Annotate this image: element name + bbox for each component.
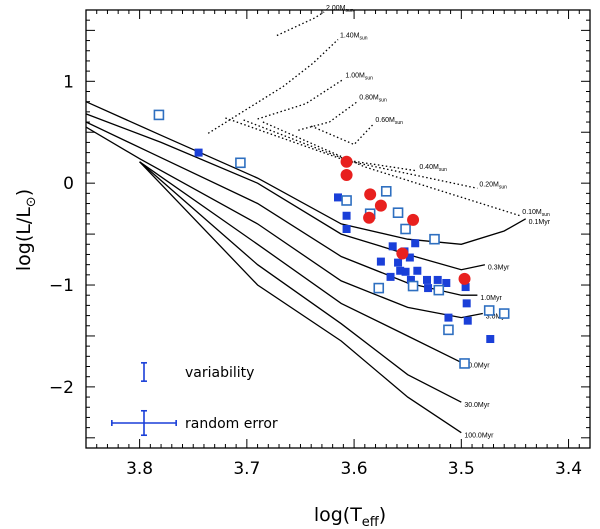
- track-label: 1.00Msun: [345, 72, 373, 81]
- filled-square-point: [194, 148, 203, 157]
- isochrone-label: 0.1Myr: [529, 219, 551, 226]
- open-square-point: [380, 186, 392, 197]
- filled-square-point: [444, 313, 453, 322]
- track-line: [257, 78, 344, 120]
- track-line: [298, 101, 358, 131]
- open-square-point: [459, 358, 470, 369]
- x-tick-label: 3.4: [555, 459, 582, 479]
- filled-square-point: [376, 257, 385, 266]
- track-label: 1.40Msun: [340, 33, 368, 42]
- filled-square-point: [396, 266, 405, 275]
- filled-square-point: [413, 266, 422, 275]
- open-square-point: [429, 233, 440, 245]
- track-label: 0.80Msun: [359, 95, 387, 104]
- filled-square-point: [334, 193, 342, 202]
- legend-label: random error: [185, 416, 278, 432]
- isochrone-line: [85, 121, 478, 296]
- filled-square-point: [442, 278, 451, 287]
- isochrone-label: 3.0Myr: [486, 314, 508, 321]
- open-square-point: [407, 280, 419, 292]
- isochrone-line: [139, 161, 462, 403]
- filled-square-point: [386, 272, 395, 281]
- filled-square-point: [411, 239, 420, 248]
- open-square-point: [153, 109, 165, 121]
- isochrone-label: 0.3Myr: [488, 265, 510, 272]
- track-line: [262, 121, 521, 217]
- y-tick-label: −2: [49, 378, 74, 398]
- y-axis-label: log(L/L⊙): [13, 189, 39, 271]
- isochrone-line: [139, 161, 462, 434]
- filled-square-point: [406, 275, 415, 284]
- x-tick-label: 3.5: [448, 459, 475, 479]
- legend: variability random error: [111, 362, 278, 437]
- filled-circle-point: [363, 211, 376, 224]
- filled-square-point: [463, 316, 472, 325]
- filled-circle-point: [458, 272, 471, 285]
- track-label: 0.60Msun: [375, 117, 403, 126]
- y-tick-label: 1: [63, 72, 74, 92]
- x-tick-label: 3.6: [341, 459, 368, 479]
- track-line: [276, 11, 325, 37]
- filled-square-point: [424, 284, 433, 293]
- filled-circle-point: [364, 188, 377, 201]
- open-square-point: [235, 157, 246, 169]
- filled-circle-point: [340, 155, 353, 168]
- plot-frame: [85, 9, 591, 449]
- isochrones: 0.1Myr 0.3Myr 1.0Myr 3.0Myr 10.0Myr 30.0Myr 10…: [85, 101, 551, 440]
- isochrone-line: [85, 126, 483, 319]
- filled-square-point: [342, 211, 351, 220]
- filled-square-point: [401, 267, 410, 276]
- filled-circle-point: [374, 199, 387, 212]
- filled-square-point: [394, 258, 403, 267]
- filled-square-point: [342, 225, 351, 233]
- legend-label: variability: [185, 365, 254, 381]
- isochrone-label: 30.0Myr: [464, 402, 490, 409]
- filled-square-point: [423, 275, 432, 284]
- open-square-point: [483, 305, 495, 316]
- track-line: [310, 123, 374, 146]
- open-square-point: [341, 195, 352, 206]
- filled-square-point: [405, 253, 414, 262]
- open-square-point: [433, 284, 445, 296]
- open-square-point: [392, 207, 404, 219]
- track-line: [207, 39, 339, 134]
- track-label: 0.40Msun: [419, 164, 447, 173]
- filled-square-point: [486, 335, 495, 344]
- isochrone-line: [139, 161, 462, 363]
- data-points: [153, 109, 510, 369]
- filled-square-point: [462, 299, 471, 308]
- y-tick-label: −1: [49, 276, 74, 296]
- filled-circle-point: [407, 213, 420, 226]
- filled-circle-point: [340, 169, 353, 182]
- track-label: 0.10Msun: [522, 209, 550, 218]
- isochrone-label: 10.0Myr: [464, 362, 490, 369]
- filled-square-point: [461, 283, 470, 292]
- isochrone-label: 100.0Myr: [464, 433, 494, 440]
- x-axis-label: log(Teff): [314, 504, 386, 529]
- isochrone-line: [85, 113, 486, 271]
- filled-square-point: [388, 242, 397, 251]
- open-square-point: [400, 223, 411, 235]
- x-tick-label: 3.8: [126, 459, 153, 479]
- isochrone-label: 1.0Myr: [480, 295, 502, 302]
- open-square-point: [498, 308, 510, 319]
- x-tick-label: 3.7: [233, 459, 260, 479]
- track-label: 0.20Msun: [479, 181, 507, 190]
- y-tick-label: 0: [63, 174, 74, 194]
- isochrone-line: [85, 101, 527, 245]
- open-square-point: [443, 324, 454, 336]
- open-square-point: [373, 282, 385, 294]
- filled-circle-point: [396, 247, 409, 260]
- filled-square-point: [433, 275, 442, 284]
